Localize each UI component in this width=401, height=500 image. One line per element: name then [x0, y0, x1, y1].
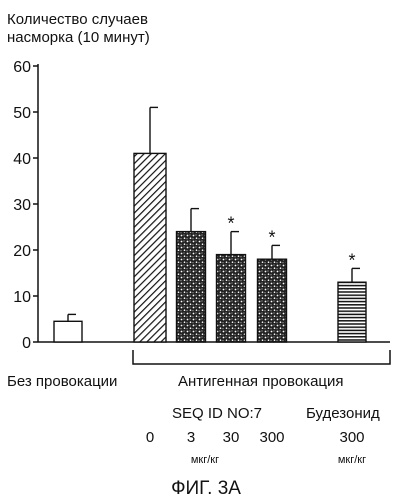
bar-group-seq-300: * [258, 227, 287, 342]
y-axis-title-line-2: насморка (10 минут) [7, 29, 150, 46]
budesonide-label: Будезонид [306, 405, 380, 422]
bar-no-challenge [54, 321, 82, 342]
y-tick-label: 60 [13, 59, 31, 76]
y-tick-label: 50 [13, 105, 31, 122]
bar-antigen-0 [134, 153, 166, 342]
y-tick-label: 10 [13, 289, 31, 306]
bar-group-budesonide-300: * [338, 250, 366, 342]
bar-budesonide-300 [338, 282, 366, 342]
dose-label-0: 0 [146, 429, 154, 446]
bar-group-no-challenge [54, 314, 82, 342]
dose-label-3: 3 [187, 429, 195, 446]
bar-seq-300 [258, 259, 287, 342]
y-tick-label: 40 [13, 151, 31, 168]
significance-star-seq-300: * [268, 227, 275, 247]
unit-label-seq: мкг/кг [191, 454, 219, 466]
bar-group-seq-30: * [217, 214, 246, 342]
dose-label-30: 30 [223, 429, 240, 446]
antigen-challenge-label: Антигенная провокация [178, 373, 344, 390]
unit-label-budesonide: мкг/кг [338, 454, 366, 466]
no-challenge-label: Без провокации [7, 373, 117, 390]
bars: * * * [54, 107, 366, 342]
figure-label: ФИГ. 3A [171, 478, 241, 499]
dose-label-budesonide-300: 300 [339, 429, 364, 446]
y-tick-label: 20 [13, 243, 31, 260]
bar-group-seq-3 [177, 209, 206, 342]
y-tick-label: 30 [13, 197, 31, 214]
bar-seq-3 [177, 232, 206, 342]
bar-seq-30 [217, 255, 246, 342]
bar-group-antigen-0 [134, 107, 166, 342]
significance-star-budesonide-300: * [348, 250, 355, 270]
antigen-group-bracket [133, 350, 390, 364]
y-tick-label: 0 [22, 335, 31, 352]
dose-label-300: 300 [259, 429, 284, 446]
significance-star-seq-30: * [227, 214, 234, 234]
y-axis-title-line-1: Количество случаев [7, 11, 148, 28]
seq-id-label: SEQ ID NO:7 [172, 405, 262, 422]
